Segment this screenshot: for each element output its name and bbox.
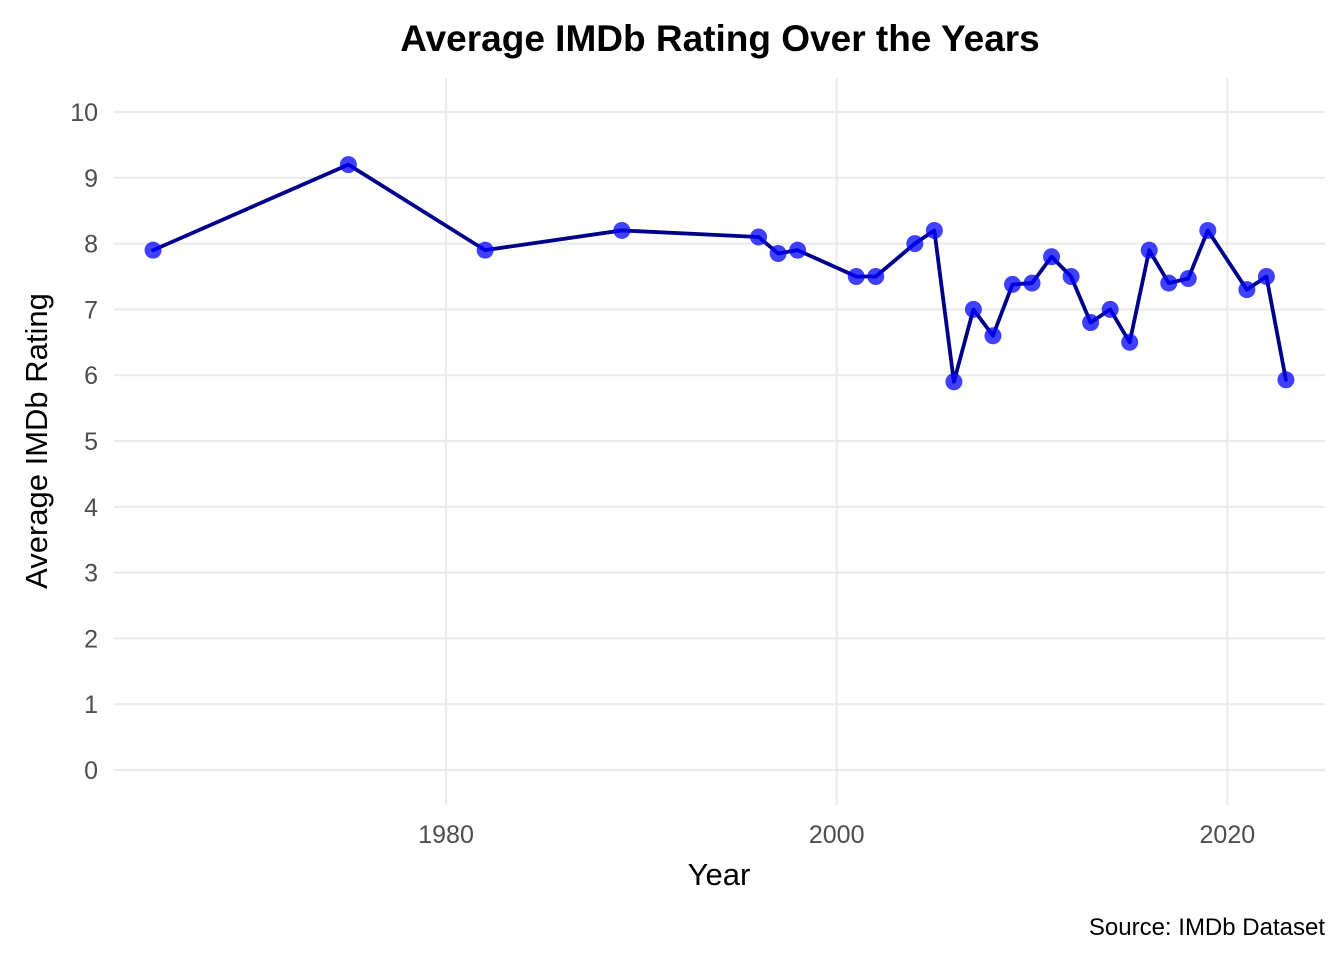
- x-axis-ticks: 1980 2000 2020: [418, 821, 1255, 849]
- x-axis-title: Year: [688, 857, 751, 892]
- y-axis-ticks: 0 1 2 3 4 5 6 7 8 9 10: [70, 99, 98, 785]
- chart-caption: Source: IMDb Dataset: [1089, 914, 1325, 941]
- x-tick-label: 1980: [418, 821, 474, 849]
- y-tick-label: 2: [84, 625, 98, 653]
- data-point: [1043, 248, 1061, 266]
- series: [144, 156, 1295, 391]
- y-tick-label: 9: [84, 165, 98, 193]
- data-point: [339, 156, 357, 174]
- data-point: [964, 300, 982, 318]
- x-tick-label: 2020: [1200, 821, 1256, 849]
- y-tick-label: 8: [84, 231, 98, 259]
- data-point: [789, 241, 807, 259]
- y-tick-label: 6: [84, 362, 98, 390]
- data-point: [1238, 281, 1256, 299]
- data-point: [476, 241, 494, 259]
- data-point: [906, 235, 924, 253]
- data-point: [1277, 371, 1295, 389]
- data-point: [925, 221, 943, 239]
- data-point: [613, 221, 631, 239]
- data-point: [984, 327, 1002, 345]
- data-point: [769, 244, 787, 262]
- y-tick-label: 3: [84, 560, 98, 588]
- data-point: [945, 373, 963, 391]
- data-point: [1121, 333, 1139, 351]
- data-point: [1062, 268, 1080, 285]
- y-tick-label: 5: [84, 428, 98, 456]
- grid: [114, 78, 1325, 805]
- data-point: [847, 268, 865, 285]
- data-point: [1140, 241, 1158, 259]
- data-point: [1160, 274, 1178, 292]
- y-tick-label: 10: [70, 99, 98, 127]
- series-line: [151, 162, 1288, 384]
- data-point: [867, 268, 885, 285]
- data-point: [750, 228, 768, 246]
- data-point: [1101, 300, 1119, 318]
- y-tick-label: 0: [84, 757, 98, 785]
- data-point: [144, 241, 162, 259]
- y-tick-label: 1: [84, 691, 98, 719]
- data-point: [1179, 269, 1197, 287]
- y-axis-title: Average IMDb Rating: [19, 293, 54, 589]
- data-point: [1023, 274, 1041, 292]
- y-tick-label: 7: [84, 296, 98, 324]
- data-point: [1199, 221, 1217, 239]
- data-point: [1257, 268, 1275, 285]
- chart-title: Average IMDb Rating Over the Years: [400, 18, 1040, 59]
- data-point: [1003, 275, 1021, 293]
- y-tick-label: 4: [84, 494, 98, 522]
- data-point: [1082, 314, 1100, 332]
- x-tick-label: 2000: [809, 821, 865, 849]
